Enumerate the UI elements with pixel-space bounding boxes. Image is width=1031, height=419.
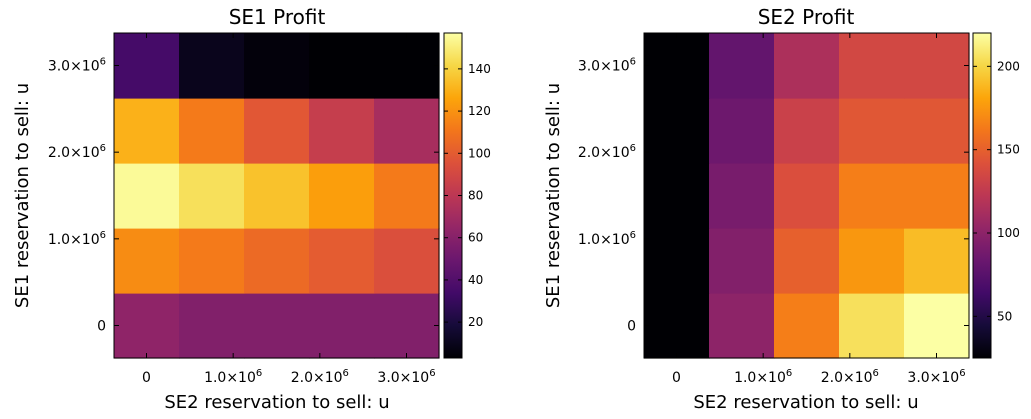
heatmap-cell xyxy=(309,228,375,294)
y-tick-label: 0 xyxy=(97,319,106,335)
heatmap-cell xyxy=(709,98,775,164)
heatmap-cell xyxy=(904,98,970,164)
heatmap-cell xyxy=(179,98,245,164)
plot-frame xyxy=(643,32,970,359)
heatmap-cell xyxy=(644,163,710,229)
colorbar-tick-label: 40 xyxy=(468,273,483,287)
heatmap-cell xyxy=(374,33,440,99)
heatmap-cell xyxy=(774,293,840,359)
y-tick-label: 2.0×106 xyxy=(578,143,636,161)
heatmap-cell xyxy=(244,163,310,229)
x-tick-label: 3.0×106 xyxy=(377,368,435,386)
heatmap-cell xyxy=(244,33,310,99)
heatmap-cell xyxy=(309,33,375,99)
heatmap-cell xyxy=(644,98,710,164)
heatmap-cell xyxy=(244,98,310,164)
x-tick-label: 1.0×106 xyxy=(734,368,792,386)
chart-title: SE1 Profit xyxy=(229,5,326,29)
x-tick-label: 1.0×106 xyxy=(204,368,262,386)
heatmap-cell xyxy=(244,228,310,294)
colorbar-tick-label: 140 xyxy=(468,62,491,76)
heatmap-cell xyxy=(839,163,905,229)
y-tick-label: 1.0×106 xyxy=(578,230,636,248)
colorbar-tick-label: 150 xyxy=(997,143,1020,157)
y-tick-label: 3.0×106 xyxy=(48,57,106,75)
heatmap-panel-1: 0 1.0×106 2.0×106 3.0×106 0 1.0×106 2.0×106 3.0… xyxy=(12,5,491,413)
heatmap-cell xyxy=(179,228,245,294)
y-tick-label: 2.0×106 xyxy=(48,143,106,161)
heatmap-cell xyxy=(839,98,905,164)
heatmap-cell xyxy=(839,293,905,359)
heatmap-cell xyxy=(309,293,375,359)
x-tick-label: 3.0×106 xyxy=(907,368,965,386)
x-axis-label: SE2 reservation to sell: u xyxy=(693,392,918,413)
heatmap-panel-2: 0 1.0×106 2.0×106 3.0×106 0 1.0×106 2.0×106 3.0… xyxy=(543,5,1020,413)
heatmap-cell xyxy=(904,33,970,99)
x-axis-label: SE2 reservation to sell: u xyxy=(164,392,389,413)
plot-frame xyxy=(113,32,440,359)
heatmap-cell xyxy=(644,33,710,99)
colorbar-tick-label: 80 xyxy=(468,189,483,203)
heatmap-cell xyxy=(774,33,840,99)
heatmap-cell xyxy=(839,33,905,99)
heatmap-cell xyxy=(374,163,440,229)
heatmap-cell xyxy=(644,293,710,359)
heatmap-cell xyxy=(644,228,710,294)
x-tick-label: 0 xyxy=(672,370,681,386)
colorbar-tick-label: 100 xyxy=(468,146,491,160)
heatmap-cell xyxy=(774,163,840,229)
heatmap-cell xyxy=(374,228,440,294)
heatmap-cell xyxy=(774,98,840,164)
heatmap-cell xyxy=(114,228,180,294)
colorbar-tick-label: 20 xyxy=(468,315,483,329)
heatmap-cell xyxy=(774,228,840,294)
heatmap-cell xyxy=(309,163,375,229)
x-tick-label: 2.0×106 xyxy=(291,368,349,386)
colorbar-tick-label: 100 xyxy=(997,226,1020,240)
heatmap-cell xyxy=(114,98,180,164)
heatmap-cell xyxy=(904,293,970,359)
heatmap-cell xyxy=(309,98,375,164)
heatmap-cell xyxy=(709,293,775,359)
heatmap-cell xyxy=(839,228,905,294)
heatmap-cell xyxy=(904,163,970,229)
x-tick-label: 2.0×106 xyxy=(821,368,879,386)
heatmap-cell xyxy=(179,33,245,99)
heatmap-cell xyxy=(374,293,440,359)
colorbar-tick-label: 120 xyxy=(468,104,491,118)
y-tick-label: 1.0×106 xyxy=(48,230,106,248)
y-tick-label: 0 xyxy=(627,319,636,335)
heatmap-cell xyxy=(179,163,245,229)
heatmap-cell xyxy=(709,228,775,294)
y-tick-label: 3.0×106 xyxy=(578,57,636,75)
heatmap-cell xyxy=(709,163,775,229)
colorbar-tick-label: 60 xyxy=(468,231,483,245)
x-tick-label: 0 xyxy=(142,370,151,386)
heatmap-cell xyxy=(244,293,310,359)
heatmap-cell xyxy=(904,228,970,294)
heatmap-cell xyxy=(709,33,775,99)
colorbar-tick-label: 50 xyxy=(997,309,1012,323)
y-axis-label: SE1 reservation to sell: u xyxy=(543,83,564,308)
heatmap-cell xyxy=(114,163,180,229)
heatmap-cell xyxy=(114,293,180,359)
colorbar xyxy=(972,32,992,359)
heatmap-cell xyxy=(114,33,180,99)
heatmap-cell xyxy=(179,293,245,359)
y-axis-label: SE1 reservation to sell: u xyxy=(12,83,33,308)
chart-title: SE2 Profit xyxy=(758,5,855,29)
colorbar-tick-label: 200 xyxy=(997,59,1020,73)
heatmap-cell xyxy=(374,98,440,164)
